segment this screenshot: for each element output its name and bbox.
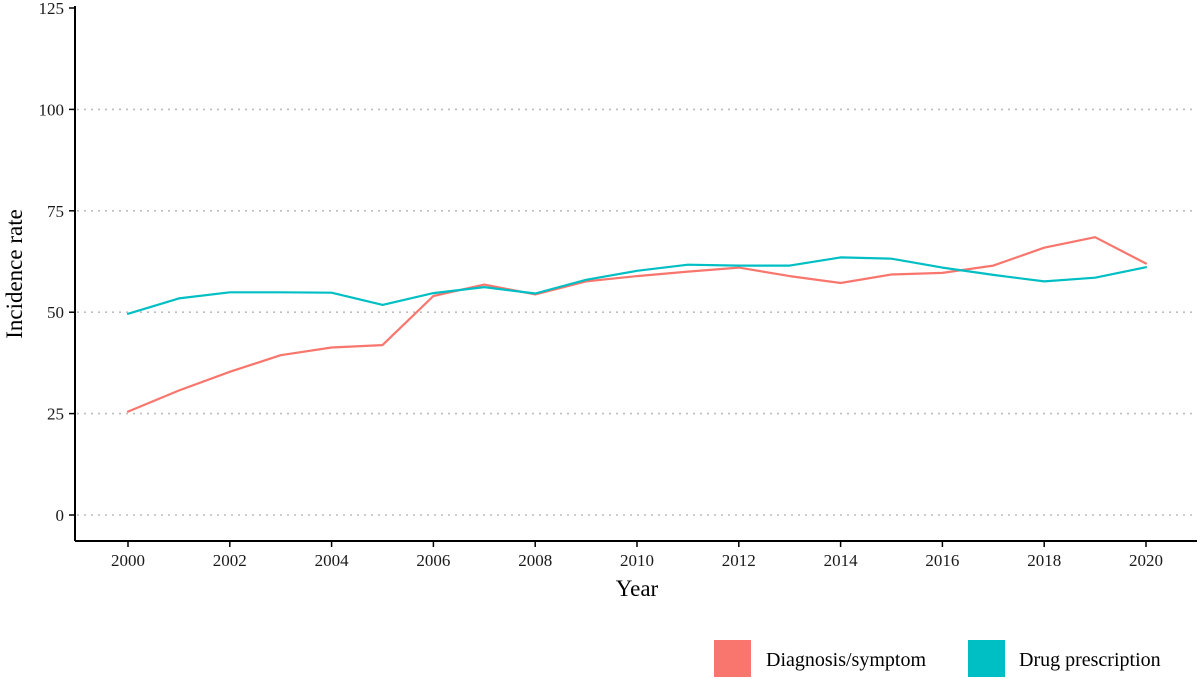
x-axis-title: Year (616, 576, 659, 601)
series-line-diagnosis-symptom (126, 236, 1148, 413)
x-tick-label-2008: 2008 (518, 551, 552, 570)
axes-layer (74, 6, 1197, 542)
x-tick-label-2002: 2002 (213, 551, 247, 570)
y-tick-label-50: 50 (47, 303, 64, 322)
x-tick-label-2006: 2006 (416, 551, 450, 570)
y-tick-label-0: 0 (56, 506, 65, 525)
grid-layer (77, 108, 1197, 516)
x-tick-label-2016: 2016 (925, 551, 959, 570)
legend-label-drug-prescription: Drug prescription (1019, 649, 1161, 671)
x-tick-label-2020: 2020 (1129, 551, 1163, 570)
y-tick-label-100: 100 (39, 100, 65, 119)
y-axis-title: Incidence rate (2, 209, 27, 339)
x-tick-label-2000: 2000 (111, 551, 145, 570)
series-line-drug-prescription (126, 256, 1148, 315)
legend-label-diagnosis-symptom: Diagnosis/symptom (766, 649, 926, 671)
x-tick-label-2004: 2004 (315, 551, 350, 570)
y-tick-label-75: 75 (47, 202, 64, 221)
legend-key-diagnosis-symptom (714, 640, 751, 677)
legend-key-drug-prescription (968, 640, 1005, 677)
y-tick-label-125: 125 (39, 0, 65, 18)
x-tick-label-2014: 2014 (824, 551, 859, 570)
legend: Diagnosis/symptom Drug prescription (714, 640, 1161, 677)
x-tick-label-2010: 2010 (620, 551, 654, 570)
y-tick-label-25: 25 (47, 405, 64, 424)
x-tick-label-2012: 2012 (722, 551, 756, 570)
series-layer (126, 236, 1148, 413)
x-tick-label-2018: 2018 (1027, 551, 1061, 570)
ticks-layer: 0 25 50 75 100 125 2000 2002 2004 2006 2008 2010 201… (39, 0, 1164, 570)
